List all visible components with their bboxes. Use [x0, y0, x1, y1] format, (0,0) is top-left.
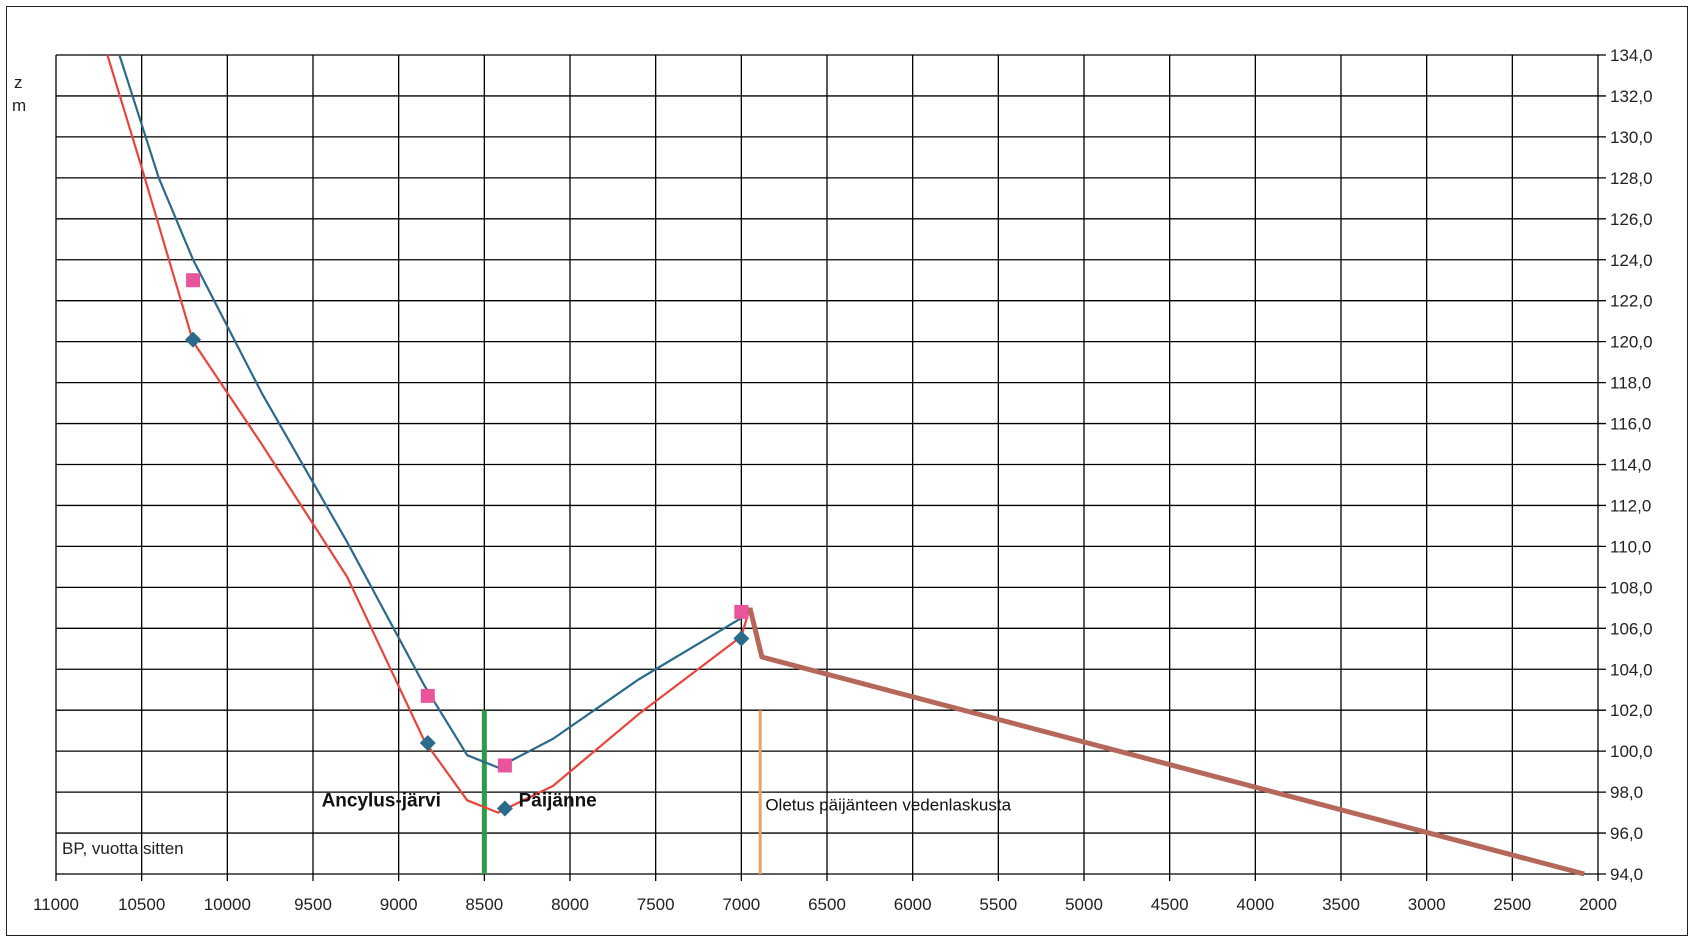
marker-diamond: [185, 331, 202, 348]
x-tick-label: 9500: [294, 895, 332, 914]
x-tick-label: 6500: [808, 895, 846, 914]
y-tick-label: 118,0: [1610, 374, 1651, 393]
y-tick-label: 132,0: [1610, 87, 1653, 106]
x-tick-label: 2000: [1579, 895, 1617, 914]
y-axis-label-line-2: m: [12, 96, 26, 115]
data-markers: [185, 273, 750, 817]
y-tick-label: 120,0: [1610, 333, 1653, 352]
annotation-label: Ancylus-järvi: [322, 790, 441, 811]
reference-lines: [481, 710, 762, 874]
marker-diamond: [496, 800, 513, 817]
x-tick-label: 2500: [1493, 895, 1531, 914]
marker-square: [186, 273, 201, 288]
y-tick-label: 116,0: [1610, 415, 1651, 434]
y-tick-label: 112,0: [1610, 496, 1651, 515]
y-tick-label: 104,0: [1610, 660, 1653, 679]
annotations: Ancylus-järvi Päijänne Oletus päijänteen v…: [322, 790, 1012, 814]
marker-square: [420, 688, 435, 703]
y-tick-label: 94,0: [1610, 865, 1643, 884]
y-tick-label: 114,0: [1610, 456, 1651, 475]
x-tick-label: 10500: [118, 895, 165, 914]
y-tick-label: 100,0: [1610, 742, 1653, 761]
annotation-label: Päijänne: [519, 790, 597, 811]
x-tick-label: 5500: [979, 895, 1017, 914]
x-tick-label: 5000: [1065, 895, 1103, 914]
x-tick-label: 4000: [1236, 895, 1274, 914]
y-tick-label: 102,0: [1610, 701, 1653, 720]
x-tick-label: 11000: [33, 895, 79, 914]
y-tick-label: 130,0: [1610, 128, 1653, 147]
y-tick-label: 106,0: [1610, 619, 1653, 638]
x-tick-label: 4500: [1151, 895, 1189, 914]
marker-square: [497, 758, 512, 773]
y-tick-label: 108,0: [1610, 578, 1653, 597]
y-axis-label-line-1: z: [14, 73, 23, 92]
y-tick-labels: 134,0 132,0 130,0 128,0 126,0 124,0 122,0 120,0…: [1610, 46, 1653, 884]
y-tick-label: 122,0: [1610, 292, 1653, 311]
y-tick-label: 134,0: [1610, 46, 1653, 65]
x-tick-label: 7000: [722, 895, 760, 914]
series-line-1: [118, 54, 751, 769]
y-tick-label: 110,0: [1610, 537, 1651, 556]
series-line-3: [747, 607, 1585, 877]
x-tick-label: 3500: [1322, 895, 1360, 914]
grid: [55, 54, 1606, 881]
x-tick-labels: 11000 10500 10000 9500 9000 8500 8000 7500 7000 6…: [33, 895, 1617, 914]
x-tick-label: 7500: [637, 895, 675, 914]
y-tick-label: 96,0: [1610, 824, 1643, 843]
x-tick-label: 8500: [465, 895, 503, 914]
y-tick-label: 98,0: [1610, 783, 1643, 802]
marker-square: [734, 604, 749, 619]
series-lines: [106, 54, 1585, 877]
y-tick-label: 128,0: [1610, 169, 1653, 188]
x-tick-label: 6000: [894, 895, 932, 914]
y-tick-label: 124,0: [1610, 251, 1653, 270]
marker-diamond: [733, 630, 750, 647]
x-tick-label: 9000: [380, 895, 418, 914]
series-line-2: [106, 54, 751, 814]
x-tick-label: 8000: [551, 895, 589, 914]
chart-frame: [6, 6, 1688, 936]
x-axis-label: BP, vuotta sitten: [62, 839, 184, 858]
x-tick-label: 10000: [204, 895, 251, 914]
x-tick-label: 3000: [1408, 895, 1446, 914]
annotation-label: Oletus päijänteen vedenlaskusta: [765, 795, 1011, 814]
marker-diamond: [419, 734, 436, 751]
y-tick-label: 126,0: [1610, 210, 1653, 229]
